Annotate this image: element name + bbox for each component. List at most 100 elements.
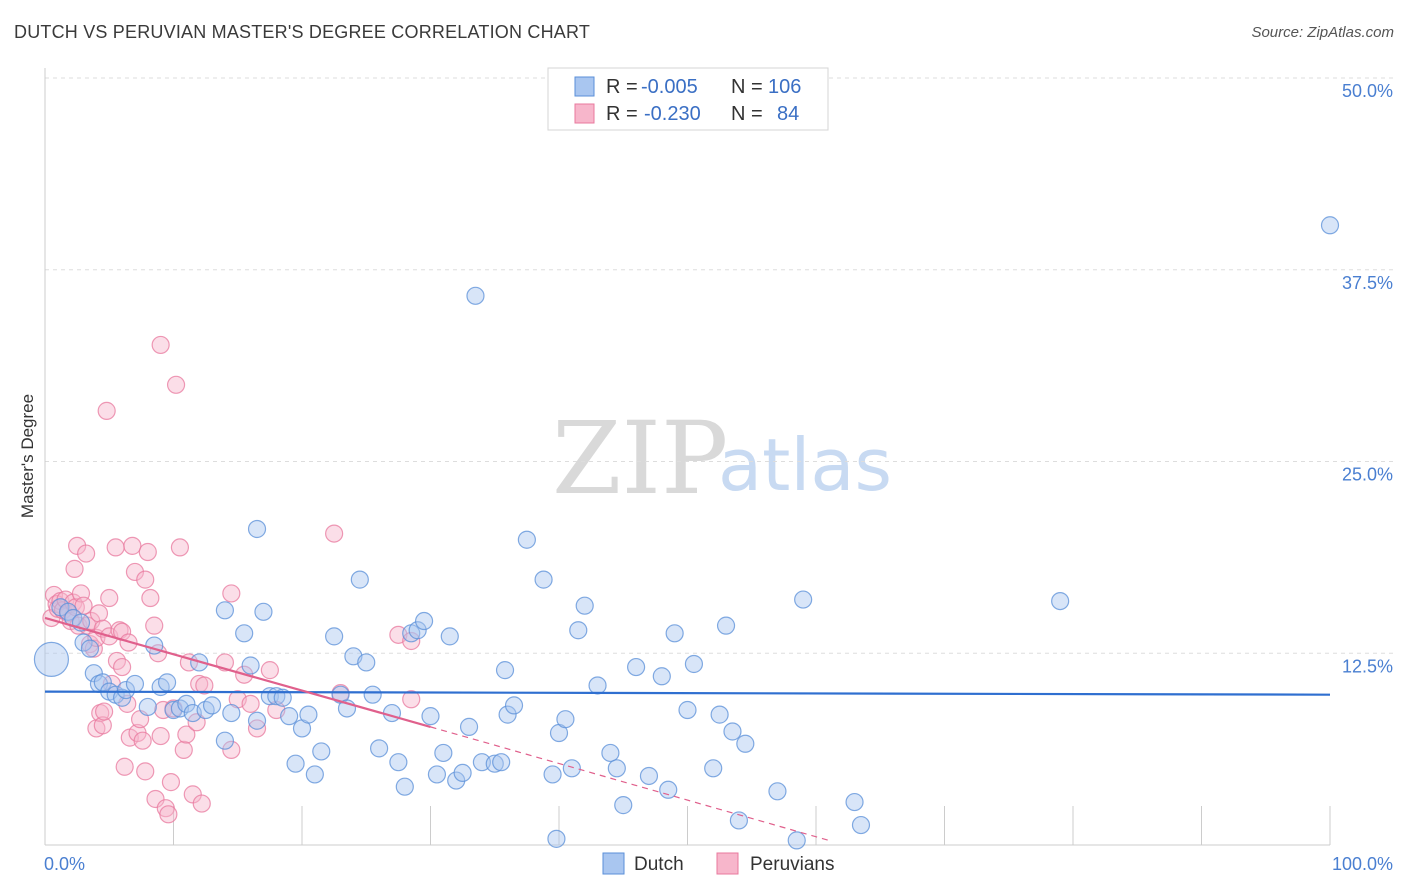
dutch-point (1320, 216, 1340, 235)
peruvians-point (65, 559, 84, 578)
peruvians-point (174, 740, 193, 759)
dutch-point (614, 796, 633, 815)
dutch-point (601, 743, 620, 763)
peruvians-point (89, 604, 109, 623)
peruvians-trend-extension (430, 726, 830, 841)
peruvians-point (187, 713, 206, 732)
x-tick-label: 100.0% (1332, 854, 1393, 874)
dutch-point (704, 759, 723, 778)
dutch-point (363, 685, 382, 704)
dutch-point (325, 627, 344, 646)
dutch-point (626, 657, 646, 677)
peruvians-point (138, 542, 157, 562)
y-tick-label: 12.5% (1342, 656, 1393, 676)
y-tick-label: 50.0% (1342, 81, 1393, 101)
dutch-point (247, 711, 267, 730)
chart-source: Source: ZipAtlas.com (1251, 24, 1394, 41)
legend-swatch-peruvians (574, 103, 595, 124)
peruvians-point (159, 805, 178, 824)
legend-r-label-peruvians: R = (606, 103, 638, 125)
dutch-point (466, 286, 485, 305)
dutch-point (434, 743, 453, 763)
peruvians-point (141, 588, 160, 608)
peruvians-point (136, 762, 155, 781)
legend-r-label-dutch: R = (606, 76, 638, 98)
peruvians-point (161, 773, 181, 792)
legend-n-value-peruvians: 84 (777, 103, 799, 125)
dutch-point (736, 734, 755, 753)
peruvians-trend-line (44, 616, 431, 728)
y-axis-label: Master's Degree (18, 394, 37, 518)
dutch-point (459, 717, 479, 736)
legend-n-label-dutch: N = (731, 76, 763, 98)
peruvians-point (77, 544, 96, 563)
dutch-point (498, 705, 517, 724)
dutch-point (575, 596, 594, 615)
dutch-point (562, 759, 581, 778)
bottom-legend-dutch: Dutch (634, 854, 684, 875)
bottom-legend-swatch-peruvians (716, 852, 739, 875)
axes (44, 68, 1331, 846)
trend-lines (44, 616, 1331, 841)
scatter-points (33, 216, 1340, 850)
dutch-point (408, 621, 427, 640)
peruvians-point (97, 401, 116, 420)
peruvians-point (195, 676, 214, 695)
legend-r-value-peruvians: -0.230 (644, 103, 701, 125)
dutch-point (286, 754, 305, 773)
peruvians-point (145, 616, 164, 635)
dutch-point (710, 705, 729, 724)
dutch-point (794, 590, 813, 609)
dutch-point (421, 707, 440, 726)
dutch-point (389, 753, 408, 772)
peruvians-point (247, 719, 267, 738)
dutch-point (280, 707, 299, 726)
dutch-point (382, 703, 402, 723)
dutch-point (495, 661, 515, 680)
peruvians-point (106, 538, 125, 557)
dutch-point (652, 667, 671, 686)
peruvians-point (402, 690, 421, 709)
peruvians-point (146, 789, 165, 809)
dutch-point (440, 627, 459, 646)
peruvians-point (325, 524, 344, 543)
peruvians-point (84, 639, 103, 658)
dutch-point (273, 688, 292, 707)
legend-n-value-dutch: 106 (768, 76, 801, 98)
peruvians-point (260, 661, 279, 680)
dutch-point (851, 815, 871, 835)
dutch-point (196, 700, 215, 720)
dutch-point (716, 616, 736, 635)
peruvians-point (151, 335, 170, 355)
dutch-point (116, 680, 136, 700)
dutch-point (312, 742, 331, 761)
dutch-point (1051, 591, 1070, 611)
legend-swatch-dutch (574, 76, 595, 97)
dutch-point (350, 570, 369, 589)
y-tick-label: 25.0% (1342, 465, 1393, 485)
dutch-point (485, 754, 504, 773)
dutch-point (556, 710, 575, 729)
peruvians-point (402, 631, 421, 651)
dutch-point (357, 653, 376, 672)
stats-legend-box (547, 67, 829, 131)
dutch-point (414, 611, 434, 631)
peruvians-point (177, 725, 196, 744)
legend-n-label-peruvians: N = (731, 103, 763, 125)
watermark-zip: ZIP (552, 400, 728, 517)
dutch-point (845, 792, 864, 812)
dutch-point (517, 530, 536, 549)
peruvians-point (241, 694, 260, 713)
dutch-point (254, 602, 273, 621)
legend-r-value-dutch: -0.005 (641, 76, 698, 98)
dutch-point (222, 703, 241, 723)
dutch-point (395, 777, 414, 796)
gridlines (45, 77, 1395, 654)
dutch-point (215, 601, 234, 620)
dutch-point (504, 696, 524, 715)
dutch-point (202, 696, 222, 715)
tick-labels: 12.5% 25.0% 37.5% 50.0% 0.0% 100.0% (44, 81, 1393, 874)
peruvians-point (222, 584, 241, 603)
stats-legend: R = -0.005 N = 106 R = -0.230 N = 84 (547, 67, 829, 131)
dutch-point (138, 697, 157, 717)
